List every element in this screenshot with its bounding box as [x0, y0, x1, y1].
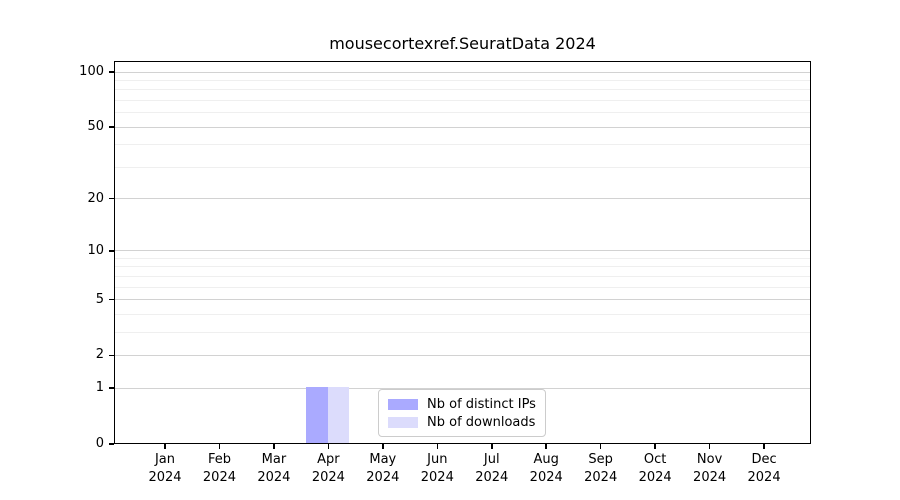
x-tick-month: Aug [533, 452, 559, 467]
x-tick [763, 444, 765, 449]
x-tick-year: 2024 [584, 470, 618, 485]
legend-label-distinct-ips: Nb of distinct IPs [427, 396, 536, 412]
gridline-minor [115, 112, 810, 114]
x-tick-label: Apr 2024 [296, 451, 360, 487]
x-tick-year: 2024 [420, 470, 454, 485]
x-tick-year: 2024 [202, 470, 236, 485]
y-tick [109, 354, 114, 357]
gridline-minor [115, 80, 810, 82]
y-tick [109, 250, 114, 252]
legend: Nb of distinct IPs Nb of downloads [378, 389, 546, 437]
x-tick-year: 2024 [475, 470, 509, 485]
x-tick-label: Sep 2024 [569, 451, 633, 487]
x-tick-label: Jun 2024 [405, 451, 469, 487]
x-tick-month: Oct [643, 452, 667, 467]
y-tick-label: 0 [95, 436, 104, 451]
x-tick [382, 444, 384, 449]
x-tick [654, 444, 656, 449]
x-tick-year: 2024 [529, 470, 563, 485]
gridline-minor [115, 89, 810, 91]
legend-label-downloads: Nb of downloads [427, 414, 536, 430]
y-tick-label: 50 [87, 119, 104, 135]
x-tick-label: Mar 2024 [242, 451, 306, 487]
gridline-minor [115, 286, 810, 288]
x-tick-month: May [369, 452, 397, 467]
chart-title: mousecortexref.SeuratData 2024 [329, 34, 596, 53]
x-tick [545, 444, 547, 449]
x-tick [327, 444, 330, 449]
gridline-minor [115, 166, 810, 168]
x-tick-year: 2024 [638, 470, 672, 485]
x-tick-month: Apr [317, 452, 340, 467]
x-tick-year: 2024 [366, 470, 400, 485]
gridline-major [115, 126, 810, 128]
x-tick [708, 444, 711, 449]
y-tick [109, 126, 114, 128]
x-tick [599, 444, 602, 449]
gridline-minor [115, 257, 810, 259]
gridline-major [115, 299, 810, 301]
x-tick-label: Feb 2024 [187, 451, 251, 487]
y-tick [109, 443, 114, 445]
plot-area [114, 61, 811, 444]
x-tick-year: 2024 [257, 470, 291, 485]
x-tick [164, 444, 166, 449]
y-tick-label: 1 [95, 380, 104, 396]
gridline-minor [115, 313, 810, 315]
x-tick-month: Jul [483, 452, 500, 467]
legend-swatch-distinct-ips [388, 398, 418, 410]
x-tick [491, 444, 493, 449]
bar-nb-of-distinct-ips [306, 387, 328, 443]
x-tick-month: Jan [154, 452, 176, 467]
gridline-minor [115, 100, 810, 102]
x-tick-year: 2024 [311, 470, 345, 485]
gridline-major [115, 250, 810, 252]
y-tick [109, 71, 114, 73]
y-tick-label: 100 [79, 64, 104, 80]
gridline-minor [115, 275, 810, 277]
x-tick [436, 444, 439, 449]
x-tick-year: 2024 [148, 470, 182, 485]
x-tick-label: Aug 2024 [514, 451, 578, 487]
x-tick-month: Nov [696, 452, 723, 467]
y-tick-label: 2 [95, 347, 104, 363]
y-tick [109, 387, 114, 389]
x-tick-month: Mar [261, 452, 287, 467]
gridline-major [115, 354, 810, 356]
x-tick-label: Nov 2024 [678, 451, 742, 487]
x-tick-year: 2024 [747, 470, 781, 485]
x-tick-month: Sep [588, 452, 613, 467]
x-tick-label: Oct 2024 [623, 451, 687, 487]
x-tick-label: May 2024 [351, 451, 415, 487]
gridline-minor [115, 331, 810, 333]
gridline-major [115, 198, 810, 200]
gridline-major [115, 71, 810, 73]
y-tick [109, 298, 114, 301]
gridline-major [115, 387, 810, 389]
gridline-minor [115, 144, 810, 146]
x-tick-label: Jul 2024 [460, 451, 524, 487]
x-tick-label: Dec 2024 [732, 451, 796, 487]
legend-item-downloads: Nb of downloads [388, 415, 536, 430]
x-tick-label: Jan 2024 [133, 451, 197, 487]
y-tick-label: 5 [95, 291, 104, 307]
x-tick-month: Jun [427, 452, 448, 467]
bar-nb-of-downloads [327, 387, 350, 443]
x-tick [218, 444, 221, 449]
x-tick [273, 444, 275, 449]
legend-item-distinct-ips: Nb of distinct IPs [388, 397, 536, 412]
gridline-minor [115, 266, 810, 268]
y-tick-label: 10 [87, 242, 104, 258]
y-tick-label: 20 [87, 190, 104, 206]
x-tick-month: Dec [751, 452, 777, 467]
y-tick [109, 197, 114, 200]
legend-swatch-downloads [388, 416, 418, 428]
x-tick-year: 2024 [693, 470, 727, 485]
x-tick-month: Feb [207, 452, 231, 467]
